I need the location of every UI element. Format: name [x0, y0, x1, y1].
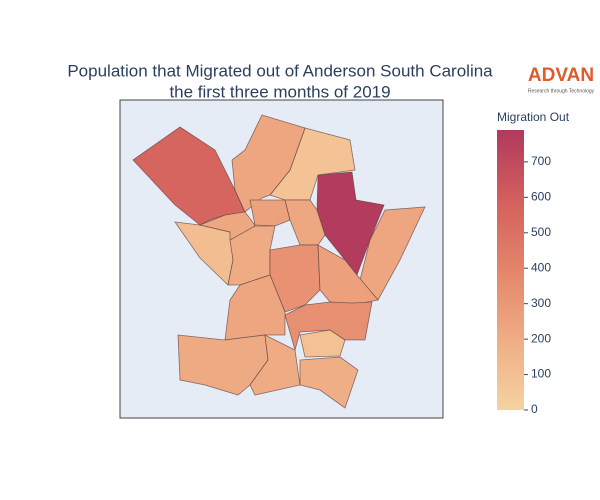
logo: ADVAN [528, 65, 594, 86]
colorbar-title: Migration Out [497, 110, 570, 124]
colorbar-tick-label: 400 [531, 260, 551, 274]
colorbar [497, 130, 524, 410]
colorbar-tick-label: 300 [531, 296, 551, 310]
colorbar-tick-label: 100 [531, 367, 551, 381]
region [284, 199, 326, 246]
title: Population that Migrated out of Anderson… [67, 61, 493, 80]
region [284, 301, 373, 352]
region [249, 334, 301, 396]
region [249, 199, 291, 227]
region [299, 356, 359, 409]
logo-tagline: Research through Technology [528, 88, 595, 94]
colorbar-tick-label: 0 [531, 402, 538, 416]
colorbar-tick-label: 600 [531, 190, 551, 204]
region [224, 274, 286, 341]
subtitle: the first three months of 2019 [169, 82, 390, 101]
colorbar-tick-label: 500 [531, 225, 551, 239]
colorbar-tick-label: 700 [531, 154, 551, 168]
colorbar-tick-label: 200 [531, 331, 551, 345]
region [299, 329, 346, 358]
